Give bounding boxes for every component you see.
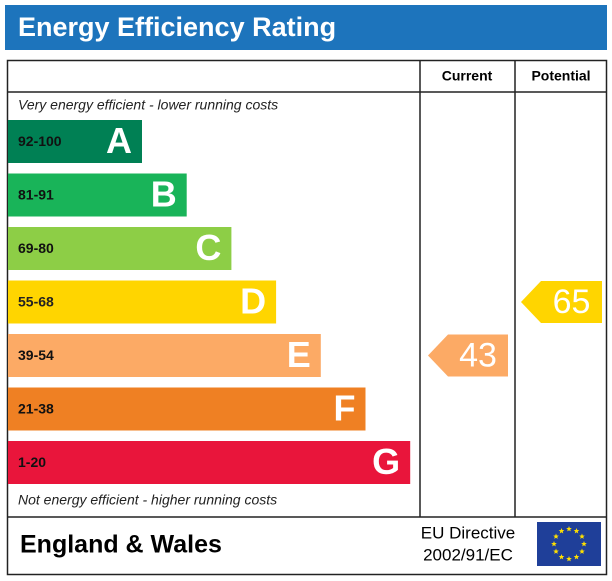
eu-star xyxy=(573,528,580,534)
band-range: 92-100 xyxy=(18,133,62,149)
band-letter: G xyxy=(372,441,400,482)
band-range: 1-20 xyxy=(18,454,46,470)
directive-line: EU Directive xyxy=(421,523,515,542)
eu-star xyxy=(579,548,585,554)
band-range: 39-54 xyxy=(18,347,54,363)
eu-star xyxy=(573,553,580,560)
band-range: 21-38 xyxy=(18,401,54,417)
eu-star xyxy=(566,556,572,562)
band-letter: D xyxy=(240,281,266,322)
eu-stars xyxy=(551,526,587,562)
band-letter: C xyxy=(195,227,221,268)
region: England & Wales xyxy=(20,531,222,559)
eu-star xyxy=(553,533,559,539)
potential-header: Potential xyxy=(531,68,590,84)
frame xyxy=(6,59,608,576)
rating-arrow xyxy=(428,334,508,377)
rating-arrow xyxy=(521,281,602,323)
eu-star xyxy=(558,528,565,534)
band-bar xyxy=(8,173,187,217)
rating-value: 65 xyxy=(553,283,591,321)
band-letter: E xyxy=(287,334,311,375)
eu-star xyxy=(558,553,565,560)
band-letter: A xyxy=(106,120,132,161)
chart-title: Energy Efficiency Rating xyxy=(18,12,336,42)
band-bar xyxy=(8,334,321,377)
band-bar xyxy=(8,280,277,324)
band-bar xyxy=(8,387,366,431)
band-range: 55-68 xyxy=(18,294,54,310)
eu-star xyxy=(581,541,587,547)
directive-line: 2002/91/EC xyxy=(423,545,513,564)
band-letter: B xyxy=(151,174,177,215)
band-range: 81-91 xyxy=(18,187,54,203)
band-range: 69-80 xyxy=(18,240,54,256)
eu-star xyxy=(553,548,559,554)
band-letter: F xyxy=(334,388,356,429)
band-bar xyxy=(8,441,411,484)
current-header: Current xyxy=(442,68,493,84)
band-bar xyxy=(8,120,142,163)
band-bar xyxy=(8,227,232,270)
bottom-note: Not energy efficient - higher running co… xyxy=(18,492,277,508)
eu-star xyxy=(551,541,557,547)
eu-star xyxy=(566,526,572,532)
eu-star xyxy=(579,533,585,539)
top-note: Very energy efficient - lower running co… xyxy=(18,97,278,113)
rating-value: 43 xyxy=(459,336,497,374)
title-bar xyxy=(5,5,607,50)
